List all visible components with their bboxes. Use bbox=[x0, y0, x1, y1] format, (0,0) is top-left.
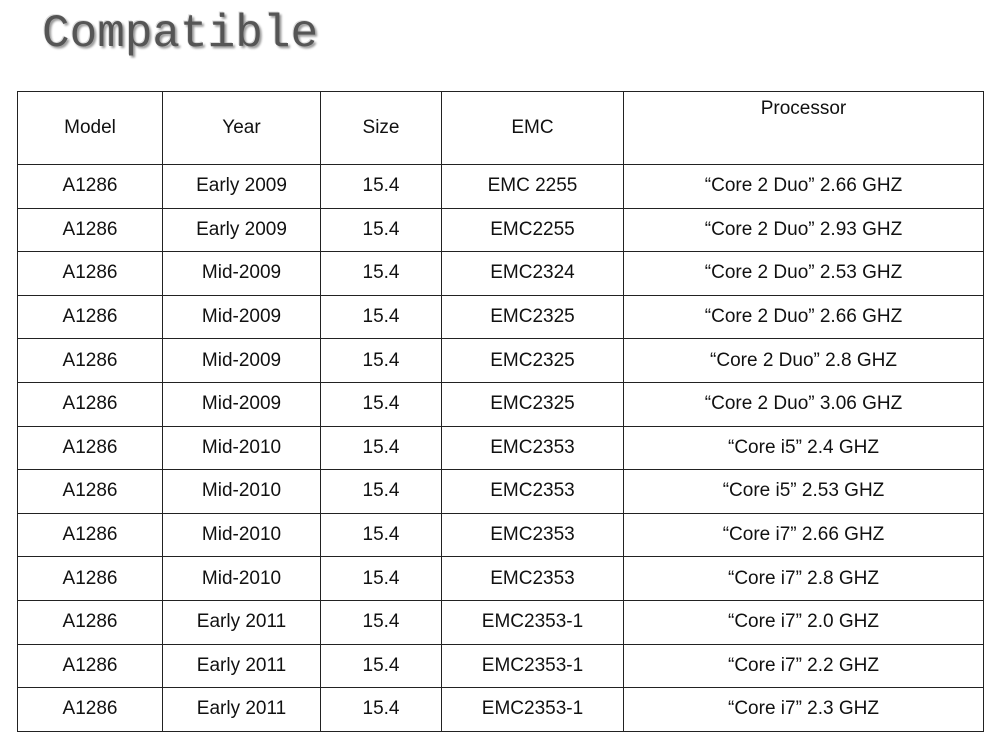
table-cell: EMC2325 bbox=[441, 294, 624, 340]
header-cell: Model bbox=[17, 91, 163, 165]
table-cell: A1286 bbox=[17, 338, 163, 383]
table-cell: “Core i5” 2.53 GHZ bbox=[623, 469, 984, 514]
table-cell: 15.4 bbox=[320, 381, 442, 427]
compatibility-table: Model Year Size EMC Processor A1286 Early 200… bbox=[17, 91, 984, 732]
table-cell: A1286 bbox=[17, 469, 163, 514]
table-cell: 15.4 bbox=[320, 294, 442, 340]
table-row: A1286 Early 2011 15.4 EMC2353-1 “Core i7” 2.… bbox=[17, 687, 984, 732]
table-cell: 15.4 bbox=[320, 556, 442, 601]
table-cell: 15.4 bbox=[320, 164, 442, 209]
table-cell: Mid-2010 bbox=[162, 556, 321, 601]
table-row: A1286 Mid-2009 15.4 EMC2325 “Core 2 Duo” 2.8… bbox=[17, 338, 984, 383]
table-body: A1286 Early 2009 15.4 EMC 2255 “Core 2 Duo” … bbox=[17, 164, 984, 732]
table-cell: Early 2011 bbox=[162, 599, 321, 645]
table-cell: Mid-2009 bbox=[162, 381, 321, 427]
table-row: A1286 Mid-2010 15.4 EMC2353 “Core i7” 2.66 G… bbox=[17, 512, 984, 558]
table-cell: A1286 bbox=[17, 381, 163, 427]
table-cell: Mid-2009 bbox=[162, 251, 321, 296]
table-cell: “Core i7” 2.8 GHZ bbox=[623, 556, 984, 601]
table-cell: 15.4 bbox=[320, 207, 442, 253]
table-cell: EMC 2255 bbox=[441, 164, 624, 209]
table-cell: EMC2353 bbox=[441, 425, 624, 471]
table-cell: A1286 bbox=[17, 512, 163, 558]
table-cell: A1286 bbox=[17, 425, 163, 471]
table-row: A1286 Early 2011 15.4 EMC2353-1 “Core i7” 2.… bbox=[17, 643, 984, 689]
table-cell: “Core i7” 2.0 GHZ bbox=[623, 599, 984, 645]
table-cell: “Core i7” 2.66 GHZ bbox=[623, 512, 984, 558]
table-cell: “Core 2 Duo” 2.8 GHZ bbox=[623, 338, 984, 383]
table-cell: Early 2011 bbox=[162, 687, 321, 732]
table-row: A1286 Mid-2010 15.4 EMC2353 “Core i5” 2.4 GH… bbox=[17, 425, 984, 471]
table-cell: 15.4 bbox=[320, 687, 442, 732]
table-cell: A1286 bbox=[17, 294, 163, 340]
table-cell: EMC2325 bbox=[441, 338, 624, 383]
table-cell: 15.4 bbox=[320, 512, 442, 558]
table-cell: 15.4 bbox=[320, 469, 442, 514]
table-cell: A1286 bbox=[17, 687, 163, 732]
table-cell: EMC2353 bbox=[441, 469, 624, 514]
table-cell: EMC2353-1 bbox=[441, 687, 624, 732]
table-cell: EMC2353-1 bbox=[441, 643, 624, 689]
table-row: A1286 Mid-2009 15.4 EMC2324 “Core 2 Duo” 2.5… bbox=[17, 251, 984, 296]
table-cell: 15.4 bbox=[320, 425, 442, 471]
table-cell: A1286 bbox=[17, 164, 163, 209]
table-cell: EMC2324 bbox=[441, 251, 624, 296]
header-cell: EMC bbox=[441, 91, 624, 165]
header-cell: Processor bbox=[623, 91, 984, 165]
table-cell: EMC2353 bbox=[441, 556, 624, 601]
table-row: A1286 Early 2009 15.4 EMC2255 “Core 2 Duo” 2… bbox=[17, 207, 984, 253]
table-row: A1286 Mid-2010 15.4 EMC2353 “Core i5” 2.53 G… bbox=[17, 469, 984, 514]
table-cell: Mid-2010 bbox=[162, 512, 321, 558]
table-row: A1286 Mid-2009 15.4 EMC2325 “Core 2 Duo” 3.0… bbox=[17, 381, 984, 427]
table-cell: “Core 2 Duo” 2.93 GHZ bbox=[623, 207, 984, 253]
table-row: A1286 Early 2009 15.4 EMC 2255 “Core 2 Duo” … bbox=[17, 164, 984, 209]
table-row: A1286 Mid-2010 15.4 EMC2353 “Core i7” 2.8 GH… bbox=[17, 556, 984, 601]
table-cell: A1286 bbox=[17, 207, 163, 253]
table-cell: 15.4 bbox=[320, 338, 442, 383]
table-cell: “Core 2 Duo” 2.53 GHZ bbox=[623, 251, 984, 296]
table-cell: EMC2353-1 bbox=[441, 599, 624, 645]
title: Compatible bbox=[42, 8, 319, 60]
table-row: A1286 Mid-2009 15.4 EMC2325 “Core 2 Duo” 2.6… bbox=[17, 294, 984, 340]
header-cell: Year bbox=[162, 91, 321, 165]
table-cell: Mid-2010 bbox=[162, 425, 321, 471]
table-cell: Early 2011 bbox=[162, 643, 321, 689]
table-cell: “Core 2 Duo” 2.66 GHZ bbox=[623, 294, 984, 340]
table-cell: Mid-2009 bbox=[162, 338, 321, 383]
table-cell: Early 2009 bbox=[162, 207, 321, 253]
table-cell: A1286 bbox=[17, 599, 163, 645]
table-cell: A1286 bbox=[17, 556, 163, 601]
table-cell: Mid-2009 bbox=[162, 294, 321, 340]
table-cell: 15.4 bbox=[320, 251, 442, 296]
table-cell: “Core 2 Duo” 2.66 GHZ bbox=[623, 164, 984, 209]
table-cell: “Core i5” 2.4 GHZ bbox=[623, 425, 984, 471]
table-cell: 15.4 bbox=[320, 599, 442, 645]
table-cell: 15.4 bbox=[320, 643, 442, 689]
table-cell: EMC2353 bbox=[441, 512, 624, 558]
table-cell: EMC2325 bbox=[441, 381, 624, 427]
header-row: Model Year Size EMC Processor bbox=[17, 91, 984, 165]
table-cell: A1286 bbox=[17, 251, 163, 296]
table-cell: Mid-2010 bbox=[162, 469, 321, 514]
table-row: A1286 Early 2011 15.4 EMC2353-1 “Core i7” 2.… bbox=[17, 599, 984, 645]
table-cell: “Core i7” 2.2 GHZ bbox=[623, 643, 984, 689]
table-cell: Early 2009 bbox=[162, 164, 321, 209]
table-cell: “Core 2 Duo” 3.06 GHZ bbox=[623, 381, 984, 427]
header-cell: Size bbox=[320, 91, 442, 165]
table-cell: EMC2255 bbox=[441, 207, 624, 253]
table-cell: “Core i7” 2.3 GHZ bbox=[623, 687, 984, 732]
table-cell: A1286 bbox=[17, 643, 163, 689]
